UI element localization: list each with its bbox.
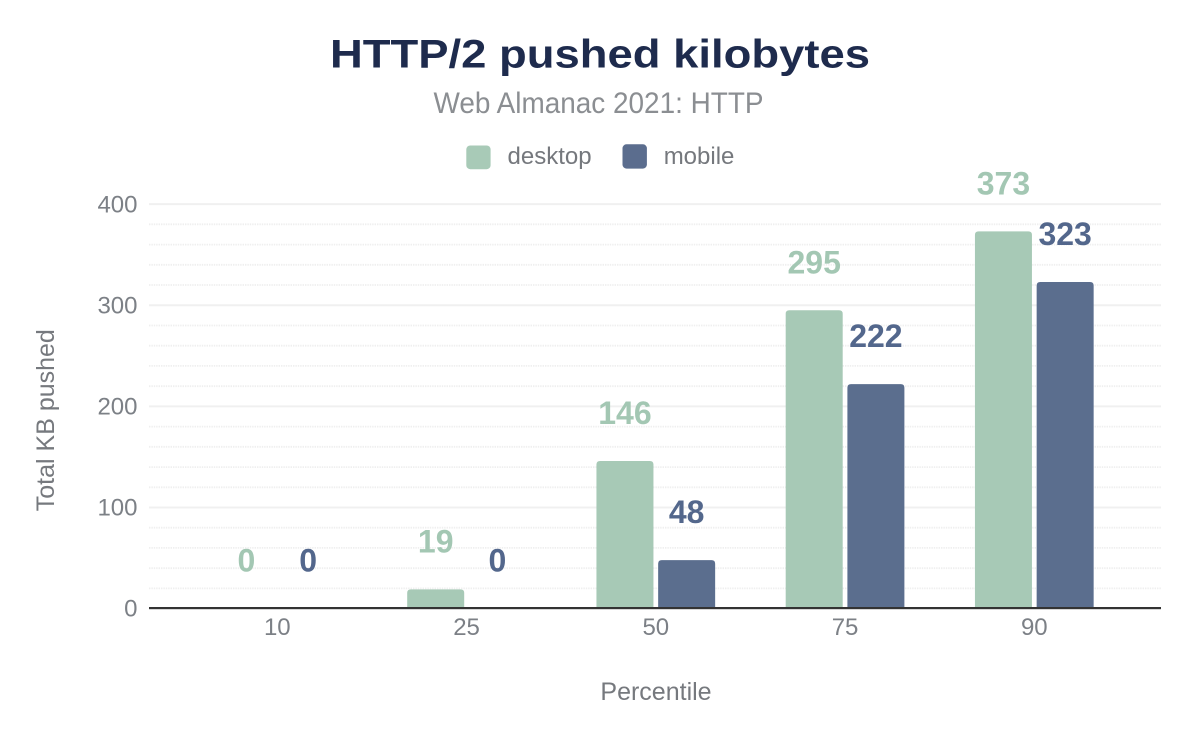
svg-text:0: 0 — [124, 596, 137, 623]
svg-text:HTTP/2 pushed kilobytes: HTTP/2 pushed kilobytes — [330, 33, 870, 77]
svg-text:75: 75 — [832, 614, 859, 641]
svg-text:90: 90 — [1021, 614, 1048, 641]
svg-text:323: 323 — [1038, 216, 1091, 252]
svg-text:mobile: mobile — [664, 143, 735, 170]
svg-text:222: 222 — [849, 318, 902, 354]
svg-text:373: 373 — [977, 165, 1030, 201]
svg-text:0: 0 — [299, 543, 317, 579]
svg-text:50: 50 — [642, 614, 669, 641]
svg-text:295: 295 — [788, 244, 841, 280]
svg-text:Web Almanac 2021: HTTP: Web Almanac 2021: HTTP — [434, 87, 764, 120]
svg-text:19: 19 — [418, 523, 454, 559]
svg-text:100: 100 — [97, 495, 137, 522]
svg-text:300: 300 — [97, 292, 137, 319]
svg-text:Percentile: Percentile — [600, 678, 711, 706]
svg-text:Total KB pushed: Total KB pushed — [32, 329, 60, 511]
svg-text:200: 200 — [97, 394, 137, 421]
svg-text:25: 25 — [453, 614, 480, 641]
svg-text:48: 48 — [669, 494, 705, 530]
svg-text:0: 0 — [238, 543, 256, 579]
svg-text:0: 0 — [489, 543, 507, 579]
svg-text:146: 146 — [598, 395, 651, 431]
svg-text:10: 10 — [264, 614, 291, 641]
svg-text:desktop: desktop — [508, 143, 592, 170]
svg-text:400: 400 — [97, 191, 137, 218]
